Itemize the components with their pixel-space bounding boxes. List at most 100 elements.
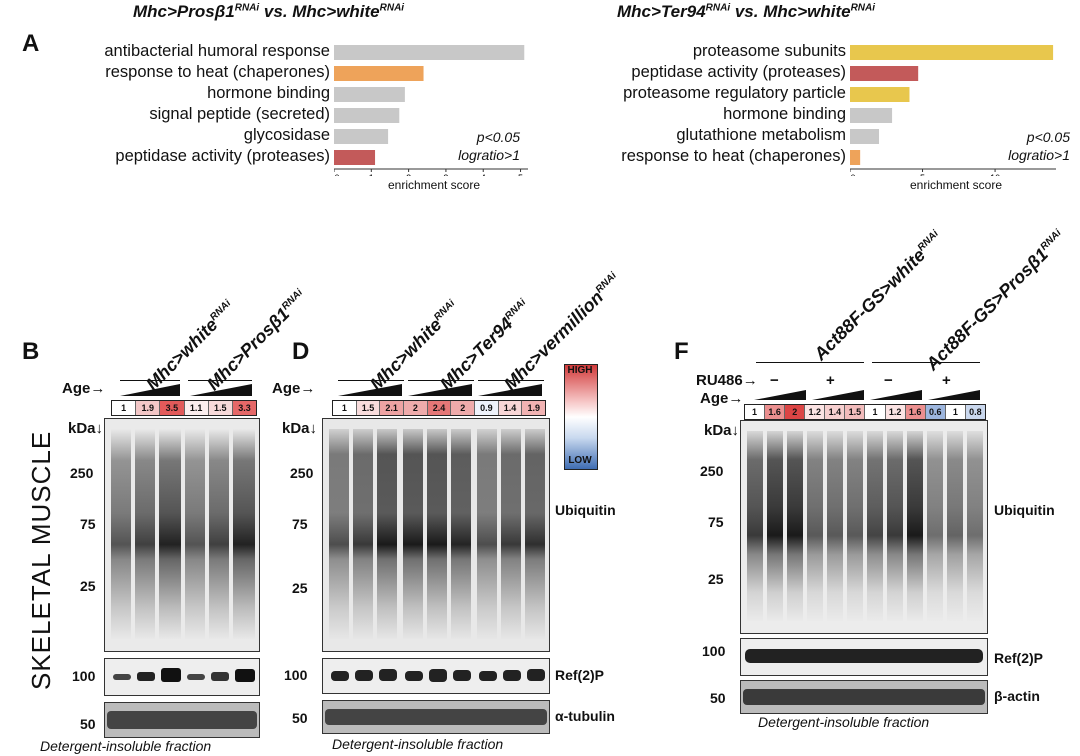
quant-cell: 1 [333,401,357,415]
panel-f-age-wedges [754,390,980,400]
panel-b-ref2p-blot [104,658,260,696]
panel-f-ref2p-blot [740,638,988,676]
chart2-bar [850,87,910,102]
quant-cell: 1.6 [765,405,786,419]
quant-cell: 2.4 [427,401,452,415]
panel-f-age-label: Age→ [700,390,744,407]
chart2-category: response to heat (chaperones) [621,147,846,165]
quant-cell: 1.5 [208,401,233,415]
quant-cell: 1.4 [825,405,846,419]
quant-cell: 1.6 [905,405,926,419]
quant-cell: 1.9 [136,401,161,415]
legend-high: HIGH [567,365,593,376]
panel-f-marker-50: 50 [710,690,726,706]
chart2-xlabel: enrichment score [909,178,1003,192]
panel-d-label-ubiquitin: Ubiquitin [555,502,616,518]
chart2-bar [850,129,880,144]
quant-cell: 0.8 [965,405,985,419]
chart2-annotation: p<0.05 logratio>1 [1008,129,1070,163]
chart1-tick-label: 1 [369,173,374,176]
panel-f-loading-blot [740,680,988,714]
panel-f-caption: Detergent-insoluble fraction [758,714,930,730]
panel-b-loading-blot [104,702,260,738]
quant-cell: 1.1 [184,401,209,415]
chart2-category: hormone binding [723,105,846,123]
panel-letter-a: A [22,30,40,57]
panel-d-kda: kDa↓ [282,420,318,437]
panel-letter-f: F [674,338,689,365]
panel-d-label-ref2p: Ref(2)P [555,667,605,683]
panel-b-marker-250: 250 [70,465,94,481]
panel-b-age-label: Age→ [62,380,106,397]
chart1-xlabel: enrichment score [387,178,481,192]
panel-b-marker-75: 75 [80,516,96,532]
legend-low: LOW [568,455,592,466]
chart1-categories: antibacterial humoral response response … [40,42,330,168]
quant-cell: 1 [112,401,137,415]
panel-f-ru-label: RU486→ [696,372,758,389]
chart1-annotation: p<0.05 logratio>1 [458,129,520,163]
panel-d-label-tubulin: α-tubulin [555,708,615,724]
panel-d-group-line-2 [408,380,474,381]
panel-d-age-label: Age→ [272,380,316,397]
quant-cell: 2 [404,401,428,415]
chart2-tick-label: 10 [990,173,1000,176]
panel-f-ru-4: + [942,372,951,389]
quant-cell: 2 [785,405,806,419]
panel-d-group-line-1 [338,380,404,381]
chart2-bar [850,150,861,165]
panel-f-group-line-2 [872,362,980,363]
panel-d-marker-75: 75 [292,516,308,532]
side-label: SKELETAL MUSCLE [26,430,56,690]
chart1-category: peptidase activity (proteases) [115,147,330,165]
panel-d-group-line-3 [478,380,544,381]
chart1-tick-label: 3 [443,173,448,176]
chart1-category: signal peptide (secreted) [149,105,330,123]
panel-d-marker-250: 250 [290,465,314,481]
quant-cell: 1 [745,405,766,419]
panel-f-ru-1: − [770,372,779,389]
panel-d-ref2p-blot [322,658,550,694]
chart2-plot: 0 5 10 [850,45,1056,176]
panel-b-marker-100: 100 [72,668,96,684]
chart1-bar [334,45,525,60]
chart2-category: glutathione metabolism [676,126,846,144]
panel-b-group-line-1 [120,380,180,381]
panel-b-ubiquitin-blot [104,418,260,652]
panel-letter-d: D [292,338,310,365]
quant-cell: 1 [865,405,886,419]
heat-legend [564,364,598,470]
quant-cell: 1 [945,405,966,419]
panel-f-label-ubiquitin: Ubiquitin [994,502,1055,518]
panel-d-marker-25: 25 [292,580,308,596]
panel-f-marker-100: 100 [702,643,726,659]
panel-d-age-wedges [338,384,542,396]
quant-cell: 1.4 [498,401,523,415]
panel-f-marker-75: 75 [708,514,724,530]
chart2-category: proteasome regulatory particle [623,84,846,102]
panel-f-genotype-1: Act88F-GS>whiteRNAi [810,228,941,365]
chart2-bar [850,108,893,123]
panel-f-marker-250: 250 [700,463,724,479]
quant-cell: 1.9 [522,401,546,415]
chart2-tick-label: 0 [850,173,855,176]
panel-f-genotype-2: Act88F-GS>Prosβ1RNAi [922,227,1064,375]
chart2-tick-label: 5 [920,173,925,176]
panel-d-loading-blot [322,700,550,734]
panel-b-caption: Detergent-insoluble fraction [40,738,212,754]
panel-d-quant-row: 1 1.5 2.1 2 2.4 2 0.9 1.4 1.9 [332,400,546,416]
quant-cell: 2 [451,401,476,415]
panel-f-marker-25: 25 [708,571,724,587]
chart1-bar [334,87,405,102]
panel-f-kda: kDa↓ [704,422,740,439]
quant-cell: 3.3 [232,401,257,415]
panel-f-label-ref2p: Ref(2)P [994,650,1044,666]
quant-cell: 1.2 [885,405,906,419]
panel-b-kda: kDa↓ [68,420,104,437]
chart2-category: peptidase activity (proteases) [631,63,846,81]
chart1-plot: 0 1 2 3 4 5 [334,45,528,176]
chart1-bar [334,108,400,123]
panel-d-caption: Detergent-insoluble fraction [332,736,504,752]
chart1-tick-label: 4 [481,173,486,176]
quant-cell: 0.9 [475,401,499,415]
